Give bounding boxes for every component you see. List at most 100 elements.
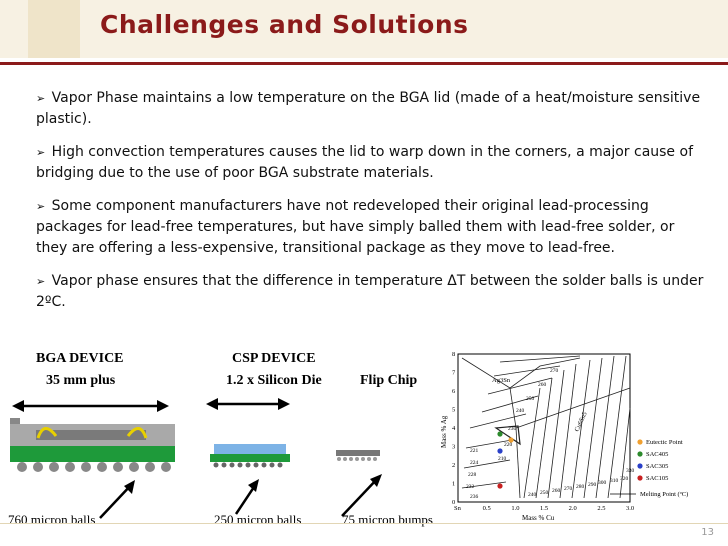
region-label: Ag3Sn bbox=[492, 377, 511, 384]
bga-substrate bbox=[10, 446, 175, 462]
arrow-right-icon bbox=[278, 398, 290, 410]
x-tick-label: Sn bbox=[454, 505, 462, 512]
bga-solder-balls bbox=[17, 462, 171, 472]
header-band bbox=[0, 0, 728, 58]
phase-plot-frame bbox=[457, 353, 631, 503]
isotherm-label: 250 bbox=[540, 490, 549, 496]
y-tick-label: 1 bbox=[452, 481, 455, 488]
flip-chip-die bbox=[336, 450, 380, 456]
header-divider bbox=[0, 62, 728, 65]
sac105-marker bbox=[497, 483, 503, 489]
bga-size-label: 35 mm plus bbox=[46, 373, 116, 388]
bullet-list: ➢ Vapor Phase maintains a low temperatur… bbox=[36, 88, 704, 325]
y-tick-labels: 0 1 2 3 4 5 6 7 8 bbox=[452, 351, 456, 506]
y-axis-label: Mass % Ag bbox=[440, 415, 448, 448]
isotherm-label: 320 bbox=[620, 476, 629, 482]
arrow-right-icon bbox=[157, 400, 169, 412]
csp-substrate bbox=[210, 454, 290, 462]
slide-title: Challenges and Solutions bbox=[100, 10, 469, 39]
isotherm-label: 310 bbox=[610, 478, 619, 484]
bga-title: BGA DEVICE bbox=[36, 351, 124, 366]
isotherm-label: 210 bbox=[498, 456, 507, 462]
x-tick-label: 1.0 bbox=[511, 505, 519, 512]
legend-label: SAC405 bbox=[646, 451, 668, 458]
legend-label: Melting Point (ºC) bbox=[640, 491, 688, 498]
sac405-marker bbox=[497, 431, 503, 437]
x-tick-label: 0.5 bbox=[483, 505, 491, 512]
bullet-item: ➢ Vapor phase ensures that the differenc… bbox=[36, 271, 704, 313]
x-tick-labels: Sn 0.5 1.0 1.5 2.0 2.5 3.0 bbox=[454, 505, 634, 512]
flip-chip-bumps bbox=[337, 457, 377, 461]
pointer-arrow-icon bbox=[370, 474, 382, 487]
header-accent-tab bbox=[28, 0, 80, 58]
y-tick-label: 3 bbox=[452, 444, 455, 451]
y-tick-label: 7 bbox=[452, 370, 456, 377]
legend-marker bbox=[637, 439, 643, 445]
isotherm-label: 230 bbox=[508, 426, 517, 432]
package-comparison-figure: BGA DEVICE 35 mm plus 760 micron balls C… bbox=[8, 351, 433, 527]
arrow-bullet-icon: ➢ bbox=[36, 146, 46, 159]
page-number: 13 bbox=[701, 527, 714, 538]
isotherm-label: 270 bbox=[564, 486, 573, 492]
sac305-marker bbox=[497, 448, 503, 454]
eutectic-point-marker bbox=[508, 437, 514, 443]
isotherm-label: 240 bbox=[516, 408, 525, 414]
csp-size-label: 1.2 x Silicon Die bbox=[226, 373, 322, 388]
isotherm-label: 224 bbox=[470, 460, 479, 466]
y-tick-label: 2 bbox=[452, 462, 455, 469]
y-tick-label: 5 bbox=[452, 407, 455, 414]
isotherm-label: 300 bbox=[598, 480, 607, 486]
bga-balls-label: 760 micron balls bbox=[8, 512, 95, 527]
x-tick-label: 2.5 bbox=[597, 505, 605, 512]
legend-label: Eutectic Point bbox=[646, 439, 683, 446]
y-tick-label: 8 bbox=[452, 351, 455, 358]
legend-label: SAC305 bbox=[646, 463, 668, 470]
isotherm-label: 232 bbox=[466, 484, 475, 490]
isotherm-label: 280 bbox=[576, 484, 585, 490]
legend-label: SAC105 bbox=[646, 475, 668, 482]
isotherm-label: 220 bbox=[504, 442, 513, 448]
isotherm-label: 290 bbox=[588, 482, 597, 488]
isotherm-label: 228 bbox=[468, 472, 477, 478]
csp-balls-label: 250 micron balls bbox=[214, 512, 301, 527]
isotherm-label: 240 bbox=[528, 492, 537, 498]
x-tick-label: 2.0 bbox=[569, 505, 577, 512]
isotherm-label: 260 bbox=[538, 382, 547, 388]
bullet-item: ➢ Vapor Phase maintains a low temperatur… bbox=[36, 88, 704, 130]
pointer-arrow-icon bbox=[248, 479, 259, 492]
sac-phase-diagram: Mass % Ag Mass % Cu Sn 0.5 1.0 1.5 2.0 2.5 3.0… bbox=[440, 348, 720, 523]
csp-solder-balls bbox=[213, 462, 283, 468]
x-tick-label: 3.0 bbox=[626, 505, 634, 512]
x-tick-label: 1.5 bbox=[540, 505, 548, 512]
x-axis-label: Mass % Cu bbox=[522, 514, 555, 522]
phase-legend: Eutectic Point SAC405 SAC305 SAC105 Melting … bbox=[610, 439, 688, 498]
arrow-left-icon bbox=[12, 400, 24, 412]
legend-marker bbox=[637, 475, 643, 481]
y-tick-label: 6 bbox=[452, 388, 456, 395]
pointer-arrow-icon bbox=[124, 480, 135, 494]
flip-chip-title: Flip Chip bbox=[360, 373, 417, 388]
isotherm-label: 236 bbox=[470, 494, 479, 500]
y-tick-label: 0 bbox=[452, 499, 455, 506]
legend-marker bbox=[637, 463, 643, 469]
isotherm-lines bbox=[461, 355, 631, 499]
arrow-bullet-icon: ➢ bbox=[36, 92, 46, 105]
flip-chip-bumps-label: 75 micron bumps bbox=[342, 512, 433, 527]
csp-title: CSP DEVICE bbox=[232, 351, 316, 366]
bullet-item: ➢ Some component manufacturers have not … bbox=[36, 196, 704, 259]
y-tick-label: 4 bbox=[452, 425, 456, 432]
arrow-left-icon bbox=[206, 398, 218, 410]
legend-marker bbox=[637, 451, 643, 457]
arrow-bullet-icon: ➢ bbox=[36, 275, 46, 288]
bullet-text: Vapor phase ensures that the difference … bbox=[36, 273, 704, 310]
bullet-text: High convection temperatures causes the … bbox=[36, 144, 693, 181]
arrow-bullet-icon: ➢ bbox=[36, 200, 46, 213]
bullet-item: ➢ High convection temperatures causes th… bbox=[36, 142, 704, 184]
bga-die bbox=[36, 430, 146, 440]
isotherm-label: 270 bbox=[550, 368, 559, 374]
bullet-text: Vapor Phase maintains a low temperature … bbox=[36, 90, 701, 127]
isotherm-label: 260 bbox=[552, 488, 561, 494]
isotherm-label: 250 bbox=[526, 396, 535, 402]
